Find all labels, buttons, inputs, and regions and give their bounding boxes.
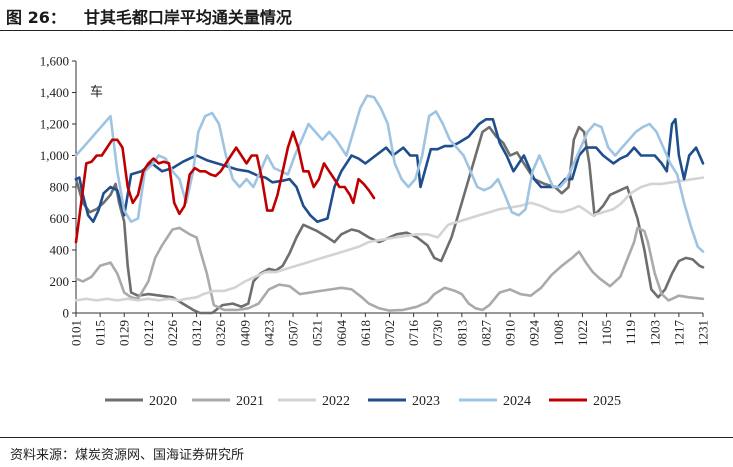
y-tick-label: 800 <box>50 180 70 195</box>
x-tick-label: 0910 <box>503 320 518 346</box>
chart-axes: 0 200 400 600 800 1,000 1,200 1,400 1,600 0101 011… <box>40 54 711 347</box>
x-tick-label: 1008 <box>551 320 566 346</box>
x-tick-label: 0326 <box>213 320 228 347</box>
x-tick-label: 0813 <box>454 320 469 346</box>
line-chart: 0 200 400 600 800 1,000 1,200 1,400 1,600 0101 011… <box>40 54 711 410</box>
x-tick-label: 0507 <box>286 320 301 347</box>
y-tick-label: 400 <box>50 243 70 258</box>
series-line-2021 <box>74 226 705 312</box>
legend-label-2021: 2021 <box>236 394 264 409</box>
y-tick-label: 1,000 <box>40 148 69 163</box>
y-tick-label: 200 <box>50 274 70 289</box>
x-tick-label: 0226 <box>165 320 180 347</box>
y-unit-label: 车 <box>90 84 103 100</box>
figure-title: 图 26： 甘其毛都口岸平均通关量情况 <box>6 4 292 28</box>
x-tick-label: 0924 <box>527 320 542 347</box>
title-divider <box>0 30 733 31</box>
series-lines <box>74 94 705 315</box>
legend: 2020 2021 2022 2023 2024 2025 <box>105 394 621 409</box>
y-tick-label: 1,600 <box>40 54 69 69</box>
x-tick-label: 0129 <box>117 320 132 346</box>
x-tick-label: 0521 <box>310 320 325 346</box>
figure-number: 图 26： <box>6 8 66 27</box>
legend-label-2025: 2025 <box>593 394 621 409</box>
source-note: 资料来源：煤炭资源网、国海证券研究所 <box>10 448 245 463</box>
x-tick-label: 0101 <box>69 320 84 346</box>
x-tick-label: 1105 <box>599 320 614 346</box>
x-tick-label: 1022 <box>575 320 590 346</box>
x-tick-label: 0618 <box>358 320 373 346</box>
series-line-2025 <box>74 130 376 244</box>
legend-label-2024: 2024 <box>503 394 531 409</box>
x-tick-label: 0115 <box>93 320 108 346</box>
legend-label-2022: 2022 <box>322 394 350 409</box>
series-line-2022 <box>74 176 705 302</box>
x-tick-label: 0827 <box>478 320 493 347</box>
y-tick-label: 0 <box>63 306 70 321</box>
y-tick-label: 1,200 <box>40 117 69 132</box>
x-tick-label: 0212 <box>141 320 156 346</box>
y-tick-label: 1,400 <box>40 85 69 100</box>
series-line-2023 <box>74 118 705 223</box>
series-line-2020 <box>74 125 705 315</box>
x-tick-label: 1119 <box>623 320 638 345</box>
source-divider <box>0 437 733 438</box>
x-tick-label: 0409 <box>237 320 252 346</box>
x-tick-label: 1231 <box>696 320 711 346</box>
series-line-2024 <box>74 94 705 253</box>
figure-title-text: 甘其毛都口岸平均通关量情况 <box>83 8 292 27</box>
x-tick-label: 1217 <box>671 320 686 347</box>
x-tick-label: 0730 <box>430 320 445 346</box>
x-tick-label: 0423 <box>261 320 276 346</box>
legend-label-2020: 2020 <box>149 394 177 409</box>
legend-label-2023: 2023 <box>412 394 440 409</box>
x-tick-label: 0312 <box>189 320 204 346</box>
x-tick-label: 0604 <box>334 320 349 347</box>
x-tick-label: 0716 <box>406 320 421 347</box>
x-tick-label: 1203 <box>647 320 662 346</box>
x-tick-label: 0702 <box>382 320 397 346</box>
y-tick-label: 600 <box>50 211 70 226</box>
